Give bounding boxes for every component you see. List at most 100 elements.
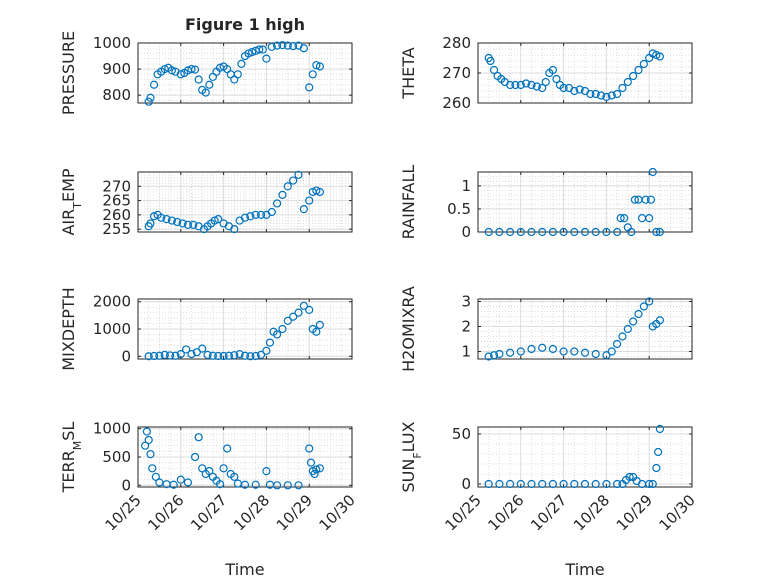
- data-point: [591, 89, 600, 99]
- data-point: [655, 424, 665, 434]
- data-point: [155, 351, 164, 360]
- data-point: [201, 88, 210, 97]
- data-point: [591, 349, 600, 359]
- data-point: [652, 227, 661, 237]
- y-tick-label: 2000: [93, 293, 131, 311]
- data-point: [312, 186, 321, 195]
- data-point: [489, 65, 499, 75]
- data-point: [623, 324, 632, 334]
- data-point: [278, 40, 287, 50]
- data-point: [182, 345, 191, 354]
- data-point: [591, 227, 600, 237]
- data-point: [167, 66, 176, 75]
- subplot-rainfall: 0 0.5 1 RAINFALL: [399, 165, 693, 241]
- data-point: [312, 465, 321, 474]
- data-point: [176, 70, 185, 79]
- data-point: [486, 56, 495, 66]
- data-point: [198, 464, 207, 473]
- y-tick-label: 0: [121, 347, 131, 365]
- data-point: [214, 215, 223, 224]
- data-point: [527, 227, 536, 237]
- data-point: [630, 195, 640, 204]
- data-point: [146, 93, 155, 102]
- y-tick-label: 260: [102, 206, 131, 224]
- y-tick-label: 900: [102, 60, 131, 78]
- data-point: [146, 219, 155, 228]
- data-point: [219, 351, 228, 361]
- data-point: [612, 89, 622, 99]
- subplot-h2omixra: 1 2 3 H2OMIXRA: [399, 286, 693, 372]
- data-point: [294, 308, 303, 317]
- data-point: [484, 352, 493, 361]
- data-point: [166, 351, 175, 360]
- data-point: [144, 97, 153, 106]
- data-point: [251, 210, 260, 219]
- axes-box: [137, 171, 353, 233]
- data-point: [516, 347, 525, 356]
- data-point: [294, 481, 303, 490]
- y-axis-label: MIXDEPTH: [59, 287, 78, 370]
- data-point: [652, 463, 661, 473]
- data-point: [240, 480, 250, 489]
- data-point: [645, 297, 654, 306]
- data-point: [629, 71, 638, 81]
- y-tick-label: 1: [461, 177, 471, 195]
- y-tick-label: 0: [461, 475, 471, 493]
- data-point: [283, 316, 292, 325]
- data-point: [299, 44, 308, 53]
- data-point: [495, 349, 504, 359]
- data-point: [648, 167, 657, 177]
- data-point: [208, 351, 217, 360]
- data-point: [194, 433, 203, 442]
- data-point: [506, 348, 515, 357]
- data-point: [210, 216, 219, 225]
- data-point: [548, 227, 558, 237]
- data-point: [607, 91, 616, 100]
- data-point: [559, 83, 568, 93]
- data-point: [278, 324, 287, 334]
- y-axis-label: AIRTEMP: [59, 168, 84, 235]
- data-point: [580, 348, 590, 357]
- data-point: [151, 472, 160, 481]
- data-point: [308, 70, 317, 79]
- y-axis-label: TERRMSL: [59, 422, 84, 494]
- y-tick-label: 1000: [93, 320, 131, 338]
- data-point: [602, 351, 611, 360]
- data-point: [240, 351, 250, 360]
- data-point: [548, 344, 558, 354]
- data-point: [203, 350, 212, 360]
- data-point: [246, 212, 255, 221]
- data-point: [215, 480, 225, 489]
- data-point: [289, 312, 298, 321]
- data-point: [262, 346, 271, 355]
- data-point: [315, 187, 324, 197]
- data-series-rainfall: [484, 167, 665, 237]
- data-point: [256, 350, 266, 360]
- y-tick-label: 260: [442, 94, 471, 112]
- data-point: [144, 435, 153, 445]
- data-point: [312, 327, 321, 336]
- data-point: [580, 227, 590, 237]
- y-axis-label: THETA: [399, 47, 418, 99]
- data-point: [141, 441, 150, 450]
- data-point: [262, 54, 271, 63]
- data-point: [233, 70, 242, 79]
- data-point: [267, 42, 276, 52]
- data-point: [607, 347, 616, 356]
- data-point: [230, 472, 239, 481]
- axes-box: [137, 42, 353, 104]
- data-point: [256, 210, 266, 219]
- data-point: [655, 316, 665, 325]
- data-point: [305, 83, 314, 92]
- data-point: [214, 351, 223, 361]
- data-point: [645, 214, 654, 223]
- y-tick-label: 270: [442, 64, 471, 82]
- data-point: [273, 330, 282, 339]
- y-tick-label: 1000: [93, 420, 131, 438]
- data-point: [176, 349, 185, 359]
- data-point: [187, 64, 196, 74]
- data-point: [506, 227, 515, 237]
- data-point: [655, 227, 665, 237]
- y-tick-label: 270: [102, 177, 131, 195]
